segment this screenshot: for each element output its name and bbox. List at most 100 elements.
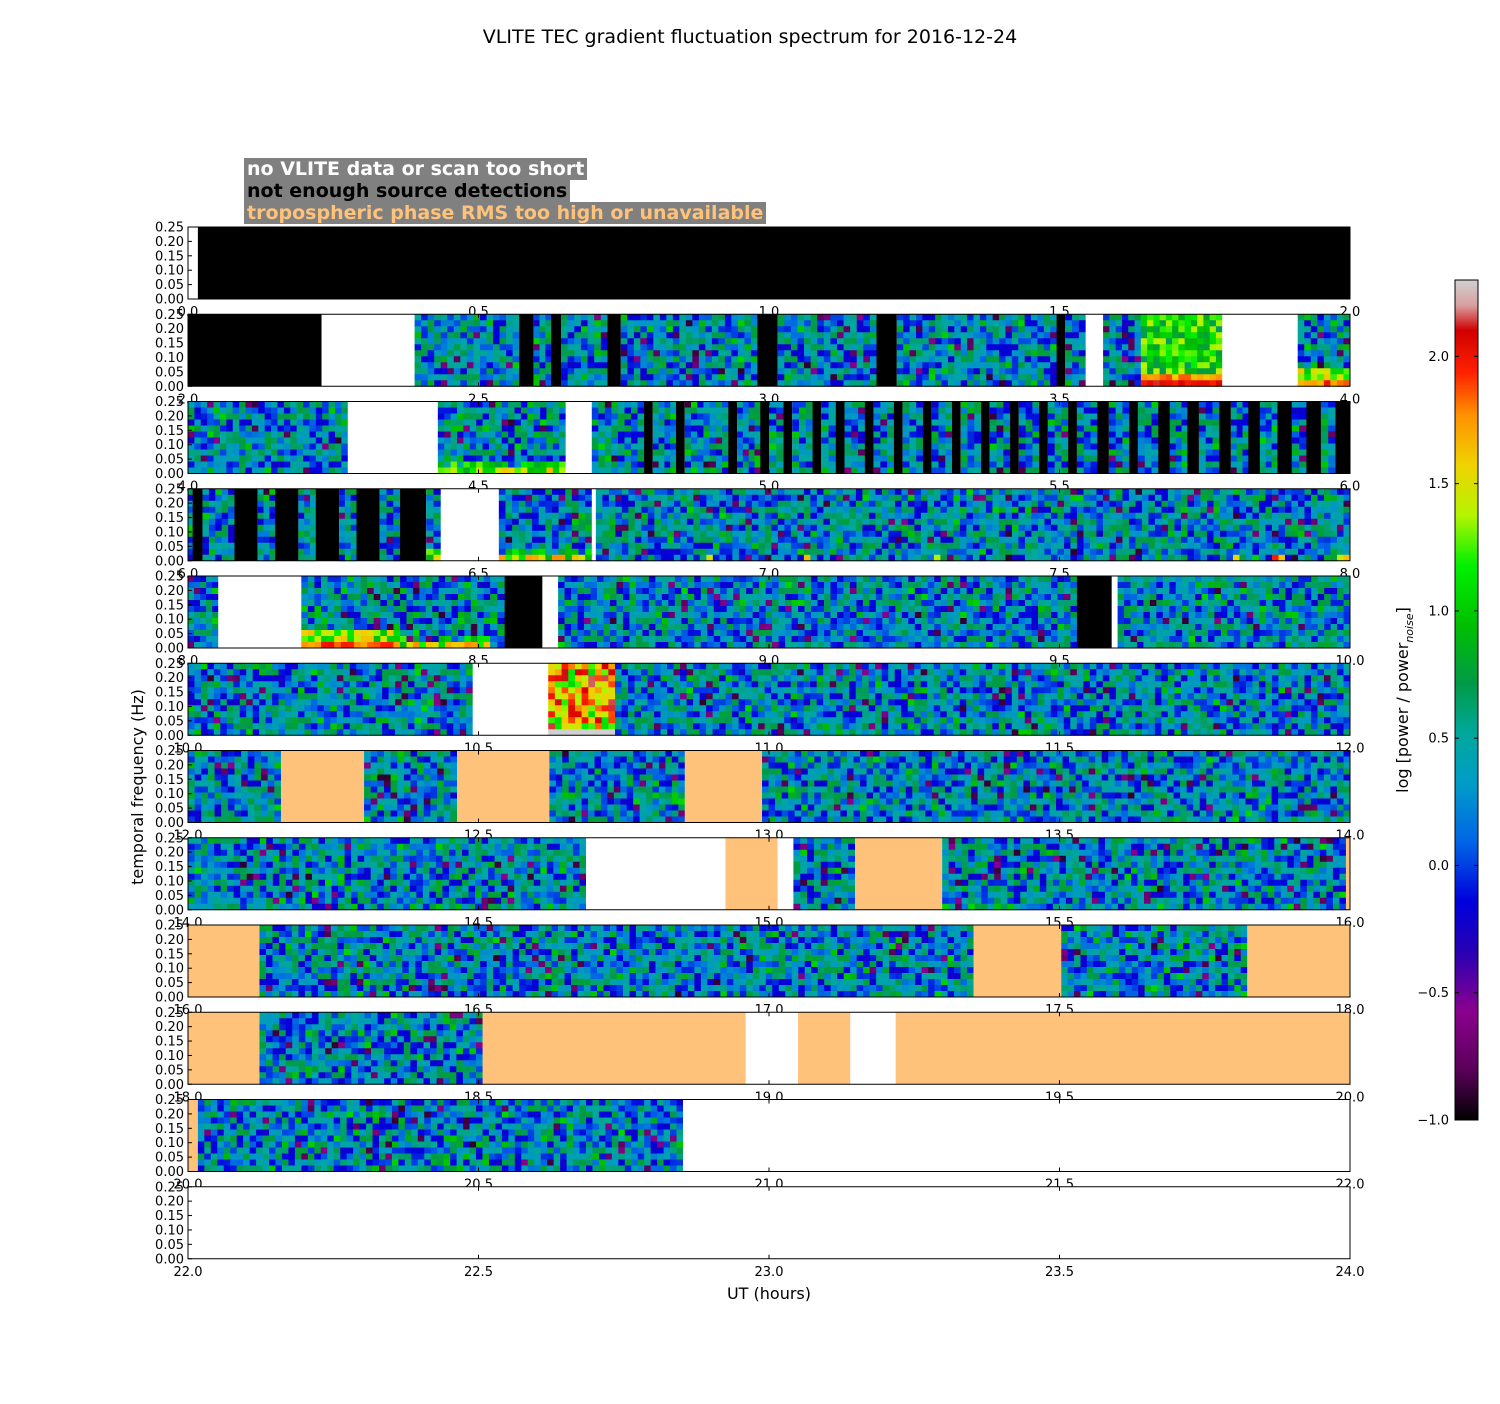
spectrum-cell <box>1331 501 1338 507</box>
spectrum-cell <box>460 374 467 380</box>
spectrum-cell <box>990 468 997 474</box>
spectrum-cell <box>1153 380 1160 386</box>
spectrum-cell <box>1220 525 1227 531</box>
spectrum-cell <box>387 495 394 501</box>
spectrum-cell <box>545 537 552 543</box>
spectrum-cell <box>732 501 739 507</box>
spectrum-cell <box>269 549 275 555</box>
spectrum-cell <box>1272 507 1279 513</box>
spectrum-cell <box>1243 468 1249 474</box>
spectrum-cell <box>716 444 723 450</box>
spectrum-cell <box>1166 344 1173 350</box>
spectrum-cell <box>1005 380 1012 386</box>
spectrum-cell <box>1083 507 1090 513</box>
spectrum-cell <box>836 525 843 531</box>
spectrum-cell <box>961 362 968 368</box>
spectrum-cell <box>992 495 999 501</box>
spectrum-cell <box>817 495 824 501</box>
spectrum-cell <box>1090 507 1097 513</box>
spectrum-cell <box>601 344 608 350</box>
spectrum-cell <box>618 402 625 408</box>
spectrum-cell <box>916 368 923 374</box>
spectrum-cell <box>1174 513 1181 519</box>
spectrum-cell <box>1197 332 1204 338</box>
spectrum-cell <box>540 374 546 380</box>
spectrum-cell <box>264 525 270 531</box>
spectrum-cell <box>433 525 441 531</box>
spectrum-cell <box>532 555 539 561</box>
spectrum-cell <box>1057 507 1064 513</box>
spectrum-cell <box>942 326 949 332</box>
segment-few-detections <box>728 402 737 474</box>
spectrum-cell <box>903 356 910 362</box>
spectrum-cell <box>463 438 470 444</box>
spectrum-cell <box>1272 519 1279 525</box>
spectrum-cell <box>791 326 798 332</box>
spectrum-cell <box>935 362 942 368</box>
spectrum-cell <box>858 456 865 462</box>
spectrum-cell <box>1174 495 1181 501</box>
spectrum-cell <box>1116 374 1123 380</box>
spectrum-cell <box>188 588 194 594</box>
spectrum-cell <box>335 456 342 462</box>
spectrum-cell <box>744 320 751 326</box>
spectrum-cell <box>233 414 240 420</box>
spectrum-cell <box>993 350 1000 356</box>
spectrum-cell <box>480 338 487 344</box>
spectrum-cell <box>457 444 464 450</box>
spectrum-cell <box>821 426 829 432</box>
spectrum-cell <box>1176 408 1182 414</box>
spectrum-cell <box>206 624 212 630</box>
spectrum-cell <box>1330 314 1337 320</box>
spectrum-cell <box>966 495 973 501</box>
spectrum-cell <box>664 438 670 444</box>
spectrum-cell <box>875 501 882 507</box>
spectrum-cell <box>922 326 929 332</box>
spectrum-cell <box>572 513 579 519</box>
spectrum-cell <box>512 537 519 543</box>
spectrum-cell <box>849 531 856 537</box>
spectrum-cell <box>1142 507 1149 513</box>
spectrum-cell <box>1129 525 1136 531</box>
spectrum-cell <box>921 519 928 525</box>
spectrum-cell <box>631 432 638 438</box>
spectrum-cell <box>673 326 680 332</box>
spectrum-cell <box>258 513 264 519</box>
spectrum-cell <box>351 489 357 495</box>
spectrum-cell <box>495 438 502 444</box>
spectrum-cell <box>1265 507 1272 513</box>
spectrum-cell <box>791 320 798 326</box>
spectrum-cell <box>1051 549 1058 555</box>
spectrum-cell <box>316 444 323 450</box>
spectrum-cell <box>823 513 830 519</box>
spectrum-cell <box>888 519 895 525</box>
spectrum-cell <box>1077 462 1084 468</box>
spectrum-cell <box>887 420 894 426</box>
spectrum-cell <box>666 338 673 344</box>
spectrum-cell <box>200 636 206 642</box>
spectrum-cell <box>463 462 470 468</box>
spectrum-cell <box>1012 374 1019 380</box>
spectrum-cell <box>1116 408 1123 414</box>
spectrum-cell <box>1259 489 1266 495</box>
spectrum-cell <box>784 555 791 561</box>
spectrum-cell <box>222 537 229 543</box>
spectrum-cell <box>870 374 877 380</box>
spectrum-cell <box>922 350 929 356</box>
spectrum-cell <box>659 444 665 450</box>
spectrum-cell <box>817 350 824 356</box>
spectrum-cell <box>953 513 960 519</box>
spectrum-cell <box>953 501 960 507</box>
spectrum-cell <box>301 600 308 606</box>
spectrum-cell <box>513 320 520 326</box>
spectrum-cell <box>718 368 725 374</box>
spectrum-cell <box>843 489 850 495</box>
spectrum-cell <box>207 444 214 450</box>
spectrum-cell <box>1153 326 1160 332</box>
spectrum-cell <box>961 344 968 350</box>
spectrum-cell <box>653 468 659 474</box>
spectrum-cell <box>664 462 670 468</box>
spectrum-cell <box>508 408 515 414</box>
spectrum-cell <box>1185 320 1192 326</box>
spectrum-cell <box>486 380 493 386</box>
